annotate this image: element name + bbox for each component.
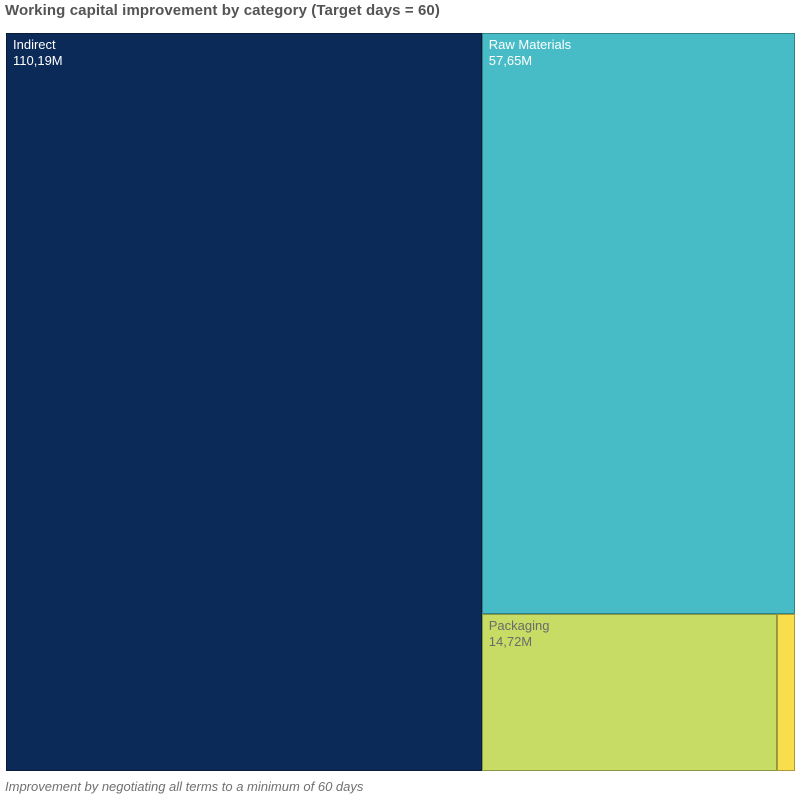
treemap: Indirect 110,19M Raw Materials 57,65M Packag… (6, 33, 795, 771)
treemap-cell-unlabeled[interactable] (776, 613, 795, 771)
treemap-cell-packaging[interactable]: Packaging 14,72M (481, 613, 777, 771)
treemap-cell-label: Indirect (13, 37, 56, 52)
chart-title: Working capital improvement by category … (5, 2, 440, 19)
treemap-cell-value: 14,72M (488, 633, 533, 649)
treemap-cell-raw-materials[interactable]: Raw Materials 57,65M (481, 33, 795, 614)
treemap-cell-label: Raw Materials (488, 37, 572, 52)
treemap-cell-label: Packaging (488, 617, 550, 633)
treemap-cell-value: 57,65M (488, 53, 533, 68)
treemap-cell-value: 110,19M (13, 53, 63, 68)
chart-footnote: Improvement by negotiating all terms to … (5, 779, 364, 794)
treemap-cell-indirect[interactable]: Indirect 110,19M (6, 33, 482, 771)
